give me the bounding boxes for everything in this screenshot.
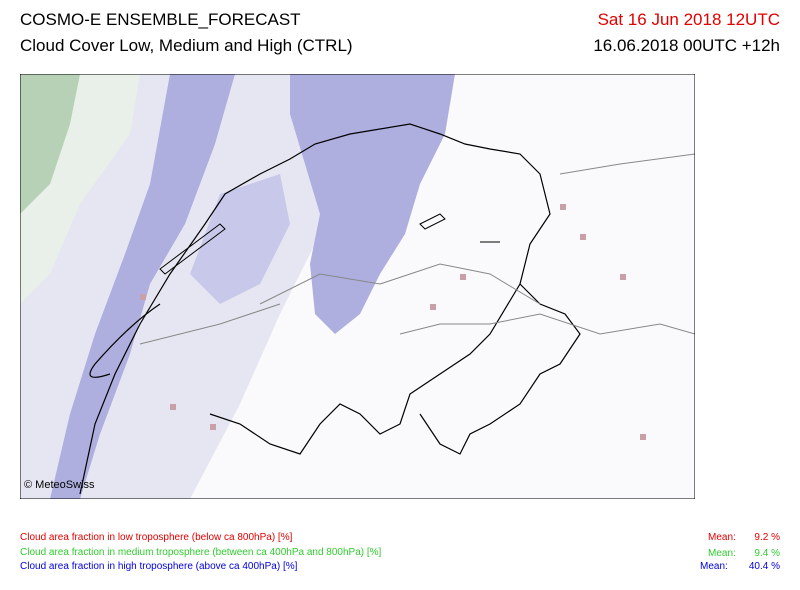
mean-label: Mean: — [708, 532, 736, 543]
cloud-high — [190, 174, 290, 304]
valid-time: Sat 16 Jun 2018 12UTC — [597, 10, 780, 29]
borders — [79, 123, 581, 495]
legend-label: Cloud area fraction in low troposphere (… — [20, 532, 293, 543]
cloud-high — [50, 74, 235, 499]
mean-label: Mean: — [700, 561, 728, 572]
mean-value: 9.4 % — [754, 548, 780, 559]
mean-value: 40.4 % — [748, 561, 780, 572]
subtitle: Cloud Cover Low, Medium and High (CTRL) — [20, 36, 353, 55]
lakes — [159, 213, 500, 275]
rivers — [139, 153, 695, 345]
legend-label: Cloud area fraction in medium tropospher… — [20, 547, 382, 558]
legend-label: Cloud area fraction in high troposphere … — [20, 561, 298, 572]
title: COSMO-E ENSEMBLE_FORECAST — [20, 10, 301, 29]
cloud-medium — [20, 74, 80, 214]
cloud-low-pixels — [140, 204, 646, 440]
mean-label: Mean: — [708, 548, 736, 559]
run-time: 16.06.2018 00UTC +12h — [593, 36, 780, 55]
map: © MeteoSwiss — [20, 74, 695, 499]
mean-value: 9.2 % — [754, 532, 780, 543]
credit: © MeteoSwiss — [24, 479, 95, 491]
